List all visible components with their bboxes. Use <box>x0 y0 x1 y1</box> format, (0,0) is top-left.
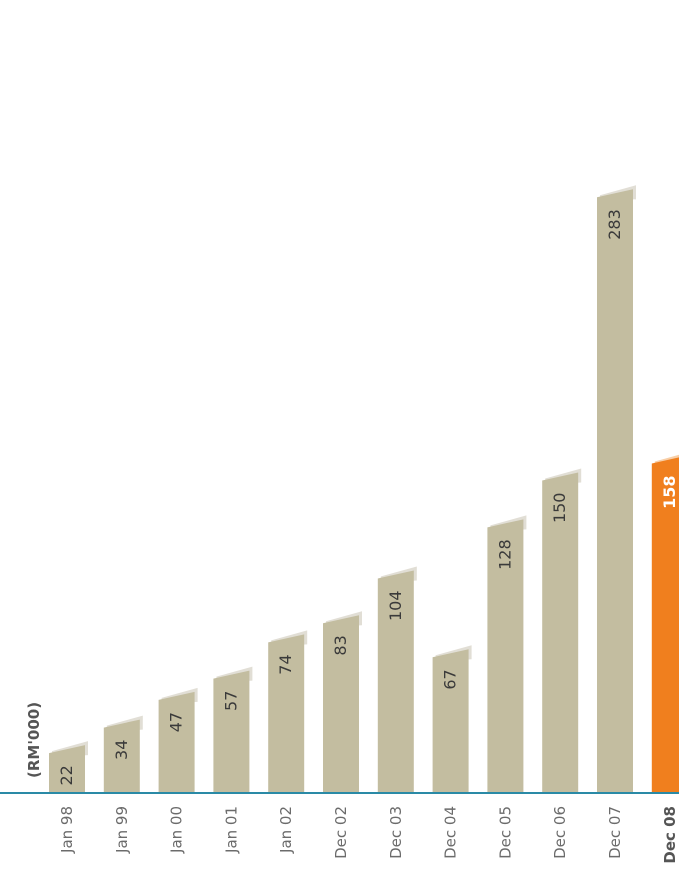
category-label: Jan 02 <box>277 806 295 854</box>
category-label: Dec 04 <box>442 806 460 859</box>
value-label: 150 <box>550 493 569 524</box>
bar-shadows <box>52 185 679 758</box>
category-labels: Jan 98 Jan 99 Jan 00 Jan 01 Jan 02 Dec 02 Dec … <box>58 806 679 864</box>
bar <box>542 472 579 792</box>
bar <box>487 519 524 792</box>
value-label: 74 <box>276 654 295 674</box>
bar <box>158 691 195 792</box>
category-label: Jan 00 <box>168 806 186 854</box>
value-label: 57 <box>221 691 240 711</box>
value-label: 67 <box>441 669 460 689</box>
bar <box>213 670 250 792</box>
value-label: 283 <box>605 209 624 240</box>
value-label: 47 <box>167 712 186 732</box>
category-label: Dec 05 <box>496 806 514 859</box>
bar <box>49 745 85 792</box>
bar <box>597 189 633 792</box>
category-label: Dec 07 <box>606 806 624 859</box>
category-label: Dec 06 <box>551 806 569 859</box>
value-label: 22 <box>57 765 76 785</box>
value-label: 158 <box>660 475 679 508</box>
bar <box>377 570 414 792</box>
value-label: 104 <box>386 590 405 621</box>
bar <box>651 457 679 792</box>
category-label: Jan 99 <box>113 806 131 854</box>
category-label: Jan 98 <box>58 806 76 854</box>
unit-label: (RM'000) <box>25 702 43 778</box>
value-label: 83 <box>331 635 350 655</box>
bar <box>268 634 305 792</box>
value-labels: 22 34 47 57 74 83 104 67 128 150 283 158 <box>57 209 679 785</box>
value-label: 34 <box>112 740 131 760</box>
category-label: Dec 02 <box>332 806 350 859</box>
bar <box>432 649 469 792</box>
bars <box>49 189 679 792</box>
bar <box>103 719 140 792</box>
bar <box>323 615 359 792</box>
category-label: Dec 08 <box>661 806 679 864</box>
value-label: 128 <box>495 539 514 570</box>
category-label: Jan 01 <box>222 806 240 854</box>
category-label: Dec 03 <box>387 806 405 859</box>
